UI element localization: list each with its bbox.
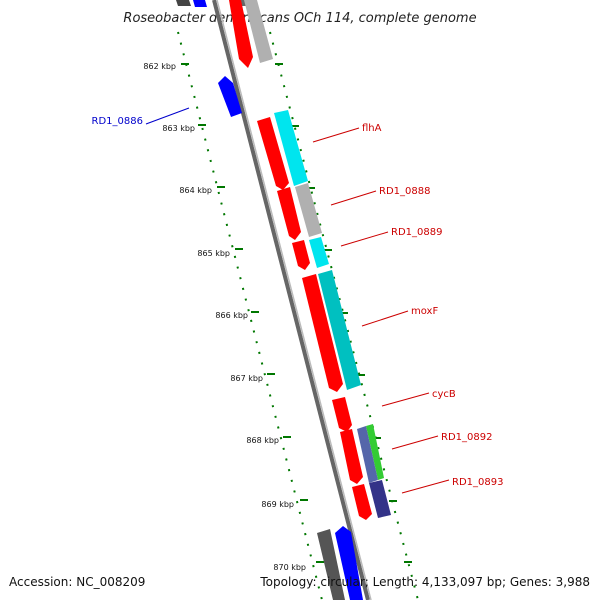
gene-RD1_0886[interactable]	[218, 76, 242, 117]
gene-features-top	[176, 0, 273, 68]
genome-stats-text: Topology: circular; Length: 4,133,097 bp…	[259, 575, 590, 589]
gene-label-RD1_0888[interactable]: RD1_0888	[379, 186, 430, 197]
gene-label-moxF[interactable]: moxF	[411, 306, 438, 317]
gene-features-bottom	[317, 526, 363, 600]
gene-label-RD1_0892[interactable]: RD1_0892	[441, 432, 492, 443]
cog-bar-RD1_0892-blue	[357, 426, 378, 483]
gene-label-RD1_0889[interactable]: RD1_0889	[391, 227, 442, 238]
outer-dotted-ring	[269, 31, 419, 600]
gene-label-RD1_0893[interactable]: RD1_0893	[452, 477, 503, 488]
kbp-label: 867 kbp	[230, 374, 263, 383]
gene-arrow	[193, 0, 207, 7]
kbp-label: 866 kbp	[215, 311, 248, 320]
gene-arrow	[176, 0, 191, 6]
gene-label-RD1_0886[interactable]: RD1_0886	[92, 116, 143, 127]
map-title: Roseobacter denitrificans OCh 114, compl…	[123, 11, 476, 26]
gene-arrow	[229, 0, 253, 68]
cog-bar-RD1_0892-green	[366, 424, 384, 480]
kbp-scale: 862 kbp 863 kbp 864 kbp 865 kbp 866 kbp …	[143, 62, 412, 572]
cog-bar-moxF	[318, 270, 361, 390]
cog-bar-RD1_0888	[295, 183, 322, 237]
gene-RD1_0889-cds[interactable]	[292, 240, 310, 270]
kbp-label: 863 kbp	[162, 124, 195, 133]
kbp-label: 864 kbp	[179, 186, 212, 195]
kbp-label: 869 kbp	[261, 500, 294, 509]
gene-label-cycB[interactable]: cycB	[432, 389, 456, 400]
gene-moxF-cds[interactable]	[302, 274, 343, 392]
cog-track	[274, 110, 391, 518]
gene-cycB-cds[interactable]	[332, 397, 352, 432]
gene-flhA-cds[interactable]	[257, 117, 289, 190]
kbp-label: 865 kbp	[197, 249, 230, 258]
cog-bar-RD1_0889	[309, 237, 329, 268]
gene-arrow	[317, 529, 345, 600]
kbp-label: 862 kbp	[143, 62, 176, 71]
gene-arrow	[335, 526, 363, 600]
gene-labels: RD1_0886 flhA RD1_0888 RD1_0889 moxF cyc…	[92, 107, 503, 494]
cog-bar-flhA	[274, 110, 308, 186]
gene-RD1_0888-cds[interactable]	[277, 187, 301, 240]
gene-RD1_0893-cds[interactable]	[352, 484, 372, 520]
kbp-label: 870 kbp	[273, 563, 306, 572]
forward-cds-track	[257, 117, 372, 520]
cog-bar-RD1_0893	[369, 480, 391, 518]
accession-text: Accession: NC_008209	[9, 575, 145, 589]
gene-RD1_0892-cds[interactable]	[340, 429, 363, 484]
gene-arrow	[244, 0, 273, 63]
genome-backbone	[212, 0, 372, 600]
inner-dotted-ring	[177, 31, 323, 600]
gene-label-flhA[interactable]: flhA	[362, 123, 382, 134]
kbp-label: 868 kbp	[246, 436, 279, 445]
